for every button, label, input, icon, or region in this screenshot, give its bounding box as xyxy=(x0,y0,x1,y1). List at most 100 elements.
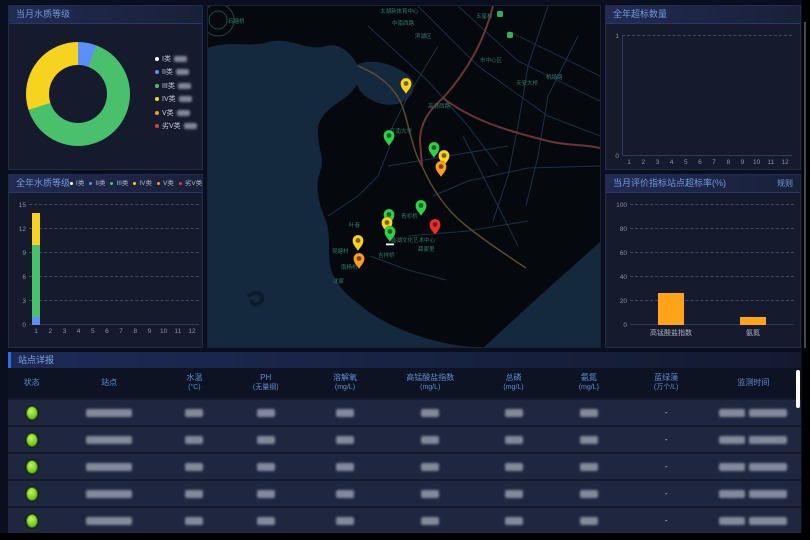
column-name: 状态 xyxy=(24,378,40,388)
legend-item[interactable]: 劣V类 xyxy=(155,120,197,134)
map-place-label: 机场路 xyxy=(546,73,563,81)
table-cell xyxy=(385,517,476,525)
rate-bar[interactable] xyxy=(740,317,766,325)
city-map[interactable]: 石塘桥太湖新体育中心中南西路五星村滨湖区市中心区天安大桥机场路高浪西路江南大学叶… xyxy=(208,6,600,347)
redacted-value xyxy=(580,409,598,417)
x-tick-label: 1 xyxy=(29,328,43,335)
x-tick-label: 4 xyxy=(665,159,679,166)
table-cell xyxy=(226,436,305,444)
page-scrollbar[interactable] xyxy=(804,22,806,348)
table-scrollbar[interactable] xyxy=(796,370,800,408)
column-name: PH xyxy=(260,373,271,383)
x-tick-label: 8 xyxy=(721,159,735,166)
legend-item[interactable]: V类 xyxy=(157,177,174,191)
redacted-value xyxy=(257,436,275,444)
column-unit: (无量纲) xyxy=(253,383,279,393)
bar-segment xyxy=(32,245,40,317)
legend-label: 劣V类 xyxy=(185,175,202,192)
redacted-value xyxy=(421,517,439,525)
table-row[interactable]: - xyxy=(8,481,801,506)
legend-dot-icon xyxy=(155,111,159,115)
x-tick-label: 6 xyxy=(693,159,707,166)
rate-bar[interactable] xyxy=(658,293,684,325)
map-place-label: 中南西路 xyxy=(392,19,415,27)
redacted-value xyxy=(421,436,439,444)
column-header: 溶解氧(mg/L) xyxy=(305,373,384,393)
x-tick-label: 2 xyxy=(636,159,650,166)
legend-dot-icon xyxy=(179,182,182,185)
table-cell xyxy=(476,436,551,444)
table-cell xyxy=(551,517,626,525)
map-place-label: 青祁桥 xyxy=(401,212,418,220)
map-panel[interactable]: 石塘桥太湖新体育中心中南西路五星村滨湖区市中心区天安大桥机场路高浪西路江南大学叶… xyxy=(207,5,601,348)
redacted-value xyxy=(336,409,354,417)
redacted-value xyxy=(185,463,203,471)
legend-item[interactable]: I类 xyxy=(155,52,197,66)
legend-label: I类 xyxy=(162,54,171,64)
table-cell xyxy=(706,409,801,417)
legend-item[interactable]: III类 xyxy=(110,177,128,191)
rules-link[interactable]: 规则 xyxy=(777,175,793,192)
table-cell xyxy=(385,436,476,444)
redacted-value xyxy=(185,490,203,498)
panel-header: 当月评价指标站点超标率(%) 规则 xyxy=(606,175,800,193)
map-place-label: 石塘桥 xyxy=(228,17,245,25)
redacted-value xyxy=(176,69,189,75)
table-cell xyxy=(56,517,163,525)
legend-label: II类 xyxy=(162,67,173,77)
legend-dot-icon xyxy=(70,182,73,185)
redacted-date xyxy=(719,517,745,525)
legend-label: II类 xyxy=(95,175,105,192)
stacked-bar-chart[interactable]: 03691215123456789101112 xyxy=(29,205,199,325)
table-cell xyxy=(226,409,305,417)
legend-dot-icon xyxy=(89,182,92,185)
table-cell xyxy=(706,463,801,471)
legend-item[interactable]: II类 xyxy=(155,66,197,80)
poi-icon xyxy=(507,32,513,38)
redacted-value xyxy=(336,517,354,525)
table-cell xyxy=(226,517,305,525)
redacted-value xyxy=(505,463,523,471)
redacted-value xyxy=(421,463,439,471)
redacted-value xyxy=(257,463,275,471)
table-row[interactable]: - xyxy=(8,427,801,452)
table-row[interactable]: - xyxy=(8,454,801,479)
map-place-label: 市中心区 xyxy=(480,56,503,64)
legend-item[interactable]: IV类 xyxy=(133,177,152,191)
map-place-label: 薛家里 xyxy=(418,245,435,253)
exceed-count-chart[interactable]: 01123456789101112 xyxy=(622,36,792,156)
table-cell: - xyxy=(627,408,706,417)
legend-item[interactable]: II类 xyxy=(89,177,105,191)
table-row[interactable]: - xyxy=(8,508,801,533)
redacted-date xyxy=(719,490,745,498)
legend-item[interactable]: III类 xyxy=(155,79,197,93)
donut-legend: I类 II类 III类IV类V类劣V类 xyxy=(155,52,197,133)
x-tick-label: 5 xyxy=(86,328,100,335)
table-cell: - xyxy=(627,435,706,444)
gridline xyxy=(29,276,199,277)
redacted-value xyxy=(184,123,197,129)
redacted-station xyxy=(86,436,132,444)
panel-title: 当月评价指标站点超标率(%) xyxy=(613,175,726,192)
exceed-rate-chart[interactable]: 020406080100高锰酸盐指数氨氮 xyxy=(630,205,794,325)
algae-value: - xyxy=(665,435,668,444)
table-cell xyxy=(8,487,56,501)
legend-item[interactable]: V类 xyxy=(155,106,197,120)
redacted-value xyxy=(336,436,354,444)
y-tick-label: 1 xyxy=(605,33,619,40)
redacted-station xyxy=(86,463,132,471)
y-tick-label: 15 xyxy=(11,202,26,209)
stacked-bar-month-1[interactable] xyxy=(32,213,40,325)
legend-item[interactable]: 劣V类 xyxy=(179,177,202,191)
x-axis-labels: 123456789101112 xyxy=(622,159,792,166)
legend-item[interactable]: I类 xyxy=(70,177,84,191)
table-cell: - xyxy=(627,516,706,525)
donut-hole xyxy=(49,65,107,123)
map-place-label: 蠡湖文化艺术中心 xyxy=(391,236,436,244)
gridline xyxy=(622,35,792,36)
legend-dot-icon xyxy=(155,97,159,101)
x-tick-label: 9 xyxy=(142,328,156,335)
table-row[interactable]: - xyxy=(8,400,801,425)
legend-item[interactable]: IV类 xyxy=(155,93,197,107)
gridline xyxy=(29,204,199,205)
